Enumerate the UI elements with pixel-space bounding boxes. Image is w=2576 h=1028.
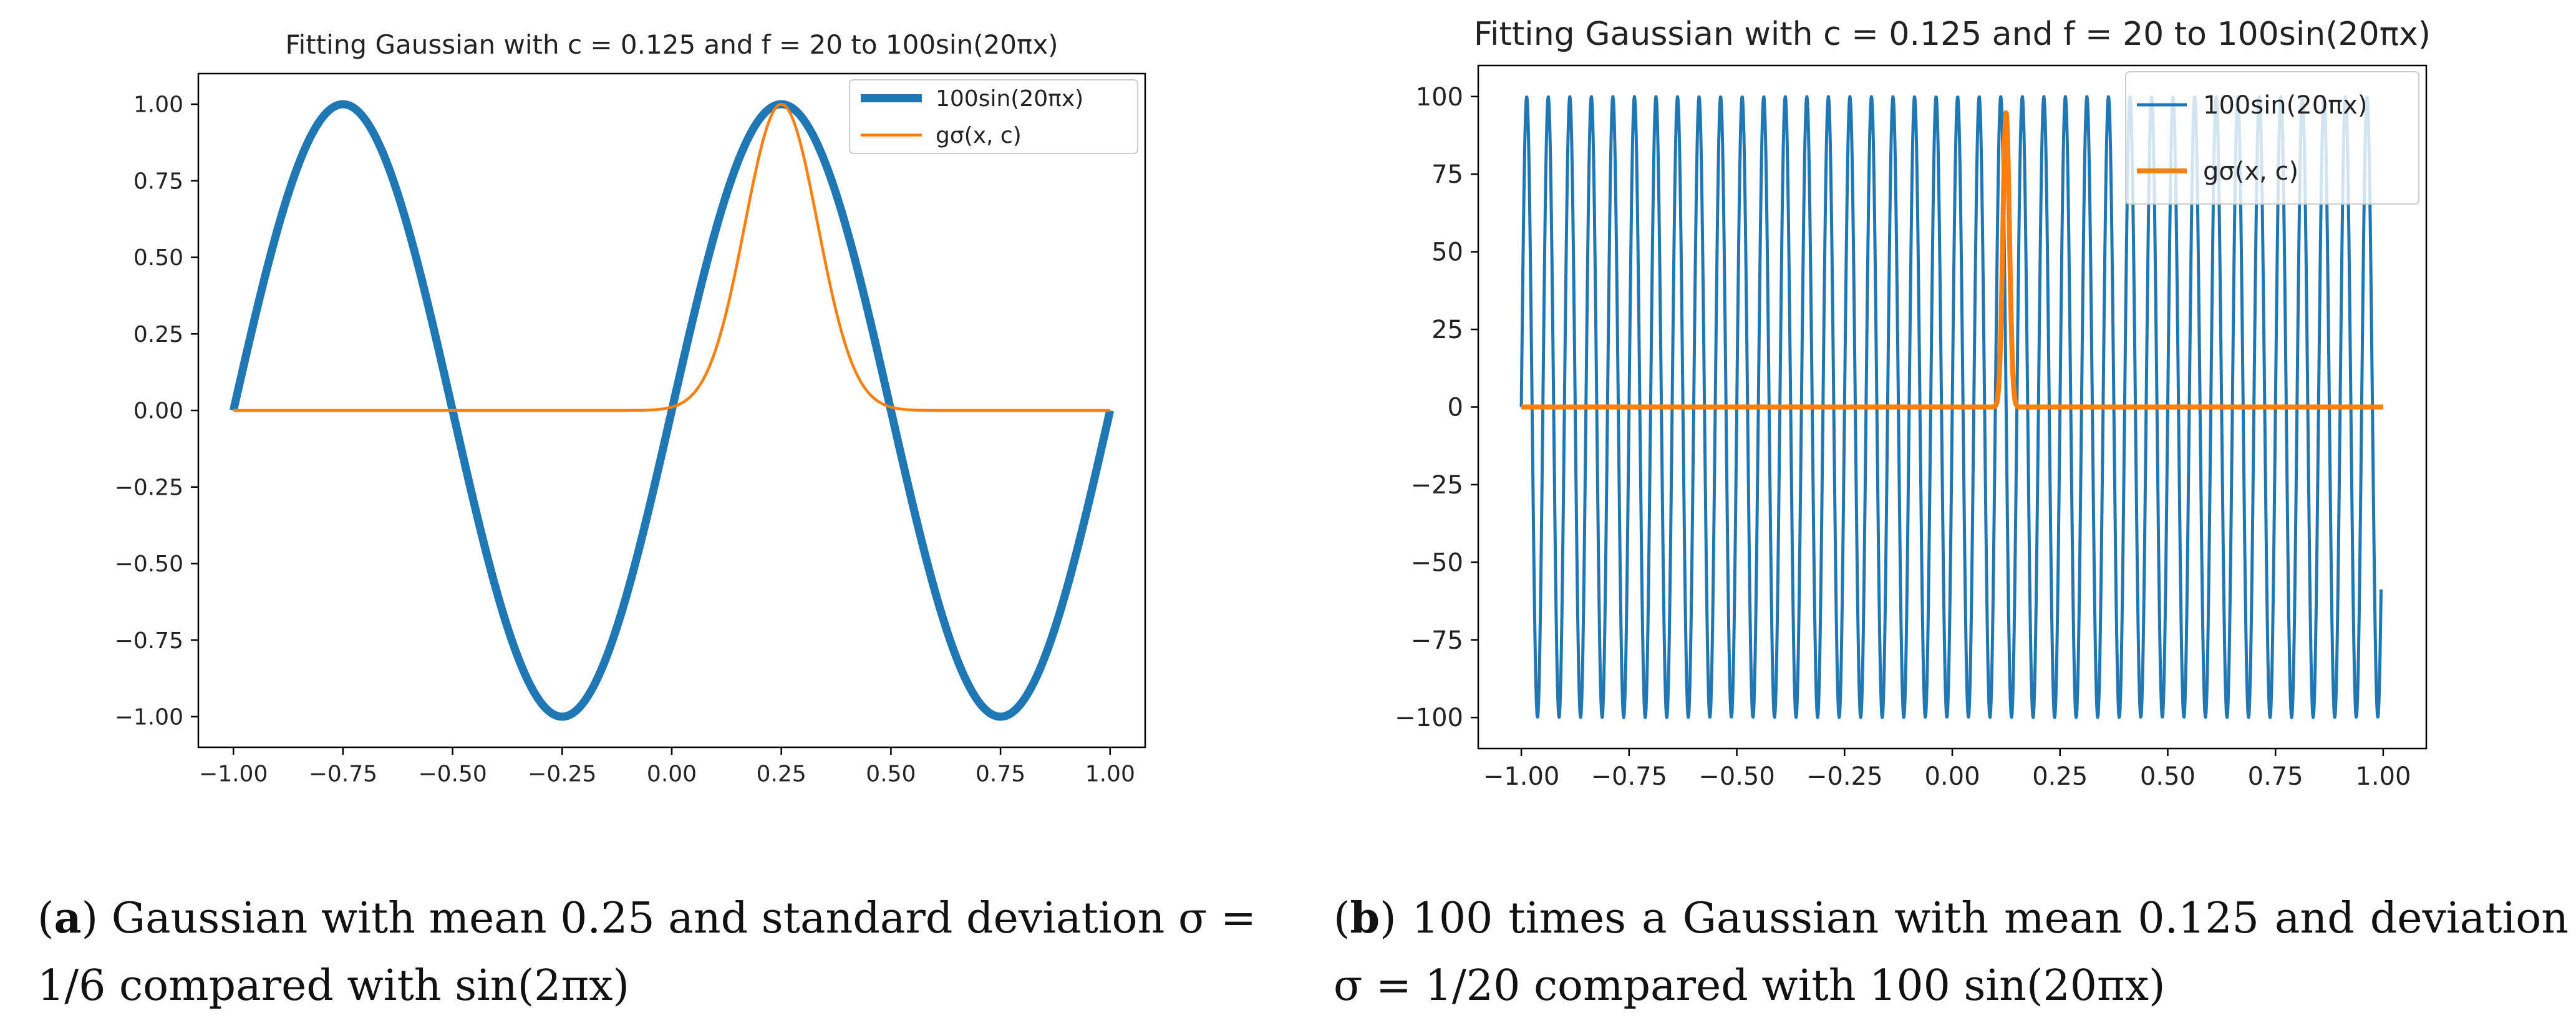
x-tick-label: −1.00 bbox=[1483, 762, 1560, 791]
y-tick-label: −0.25 bbox=[115, 475, 183, 500]
y-tick-label: −50 bbox=[1411, 548, 1463, 577]
y-tick-label: 0.25 bbox=[133, 322, 183, 347]
y-tick-label: 100 bbox=[1416, 83, 1463, 112]
plot-area bbox=[229, 100, 1115, 721]
x-tick-label: 1.00 bbox=[1085, 762, 1135, 787]
x-tick-label: −0.75 bbox=[309, 762, 377, 787]
x-tick-label: 0.50 bbox=[866, 762, 916, 787]
x-tick-label: −0.25 bbox=[1806, 762, 1883, 791]
x-tick-label: 1.00 bbox=[2355, 762, 2411, 791]
legend-label-gaussian: gσ(x, c) bbox=[2203, 157, 2298, 186]
series-line-gaussian bbox=[233, 102, 1111, 412]
y-tick-label: −1.00 bbox=[115, 705, 183, 730]
x-tick-label: 0.00 bbox=[1924, 762, 1980, 791]
y-tick-label: −25 bbox=[1411, 471, 1463, 500]
x-tick-label: −1.00 bbox=[199, 762, 268, 787]
x-tick-label: −0.75 bbox=[1591, 762, 1668, 791]
y-tick-label: −0.50 bbox=[115, 551, 183, 577]
caption-a-letter: a bbox=[54, 893, 82, 943]
legend-label-gaussian: gσ(x, c) bbox=[936, 123, 1022, 148]
caption-b-letter: b bbox=[1350, 893, 1380, 943]
x-tick-label: −0.50 bbox=[418, 762, 487, 787]
y-tick-label: −0.75 bbox=[115, 628, 183, 654]
legend-box bbox=[2125, 71, 2419, 205]
chart-panel-a: Fitting Gaussian with c = 0.125 and f = … bbox=[115, 29, 1146, 787]
y-tick-label: −100 bbox=[1395, 704, 1463, 732]
caption-a-text: Gaussian with mean 0.25 and standard dev… bbox=[37, 894, 1256, 1011]
caption-b-text: 100 times a Gaussian with mean 0.125 and… bbox=[1334, 894, 2569, 1011]
y-tick-label: −75 bbox=[1411, 626, 1463, 655]
x-tick-label: −0.50 bbox=[1698, 762, 1775, 791]
series-line-gaussian bbox=[1519, 110, 2386, 410]
x-tick-label: 0.25 bbox=[757, 762, 806, 787]
legend: 100sin(20πx) gσ(x, c) bbox=[849, 79, 1138, 154]
caption-b: (b) 100 times a Gaussian with mean 0.125… bbox=[1334, 893, 2569, 1011]
y-tick-label: 25 bbox=[1431, 316, 1463, 344]
y-tick-label: 0.50 bbox=[133, 245, 183, 271]
x-tick-label: −0.25 bbox=[528, 762, 596, 787]
legend-label-sine: 100sin(20πx) bbox=[2203, 91, 2368, 120]
y-tick-label: 50 bbox=[1431, 238, 1463, 267]
x-tick-label: 0.75 bbox=[2248, 762, 2303, 791]
caption-a: (a) Gaussian with mean 0.25 and standard… bbox=[37, 893, 1256, 1011]
legend: 100sin(20πx) gσ(x, c) bbox=[2125, 71, 2419, 205]
chart-title: Fitting Gaussian with c = 0.125 and f = … bbox=[285, 29, 1058, 60]
legend-label-sine: 100sin(20πx) bbox=[936, 86, 1083, 112]
x-tick-label: 0.50 bbox=[2140, 762, 2196, 791]
series-line-sine bbox=[229, 100, 1115, 721]
y-tick-label: 0.75 bbox=[133, 168, 183, 194]
y-tick-label: 0.00 bbox=[133, 399, 183, 424]
x-tick-label: 0.75 bbox=[976, 762, 1025, 787]
chart-title: Fitting Gaussian with c = 0.125 and f = … bbox=[1474, 16, 2431, 53]
y-tick-label: 1.00 bbox=[133, 92, 183, 118]
x-tick-label: 0.00 bbox=[647, 762, 697, 787]
x-tick-label: 0.25 bbox=[2032, 762, 2088, 791]
chart-panel-b: Fitting Gaussian with c = 0.125 and f = … bbox=[1395, 16, 2431, 791]
y-tick-label: 75 bbox=[1431, 160, 1463, 189]
y-tick-label: 0 bbox=[1448, 394, 1463, 422]
